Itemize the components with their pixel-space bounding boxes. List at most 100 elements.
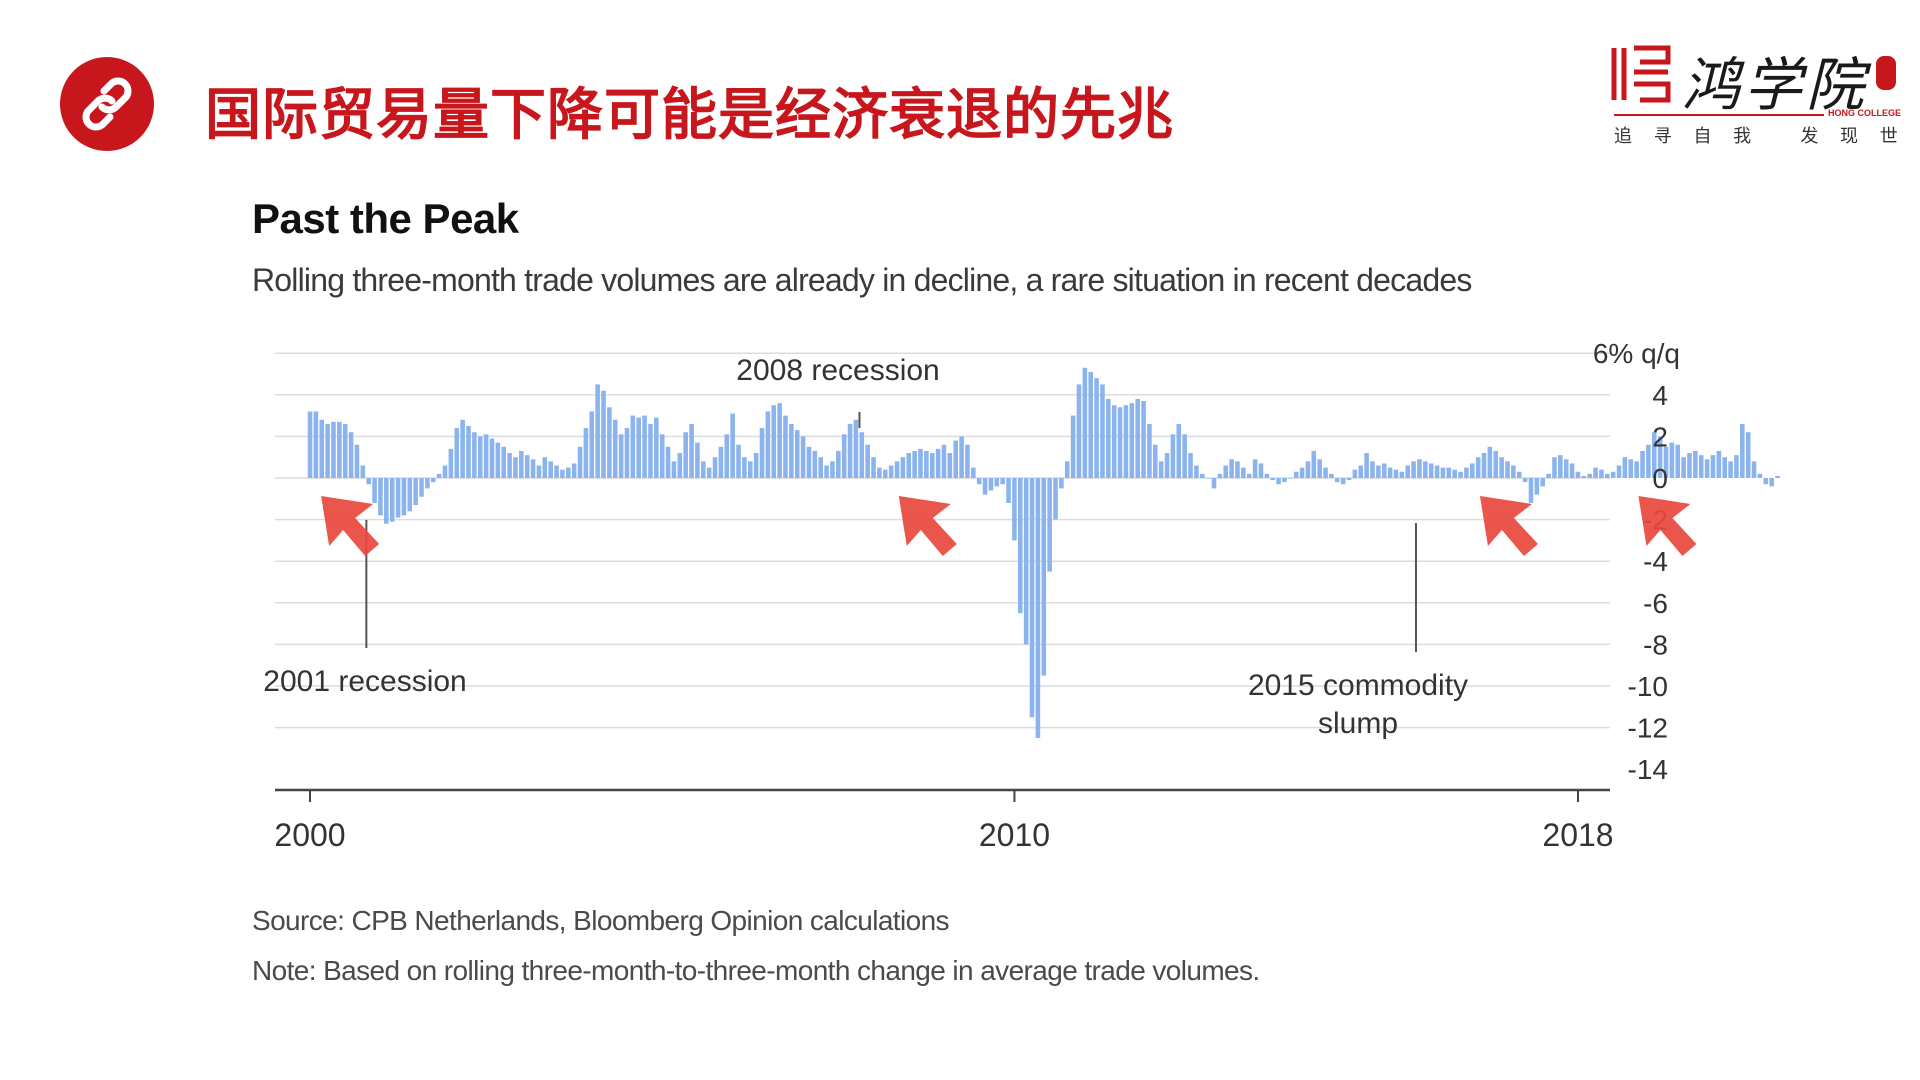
bar xyxy=(912,450,917,478)
bar xyxy=(442,465,448,478)
bar xyxy=(1446,467,1452,478)
bar xyxy=(1334,478,1340,483)
bar xyxy=(1088,371,1094,478)
bar xyxy=(1305,461,1311,478)
bar xyxy=(1358,465,1364,478)
bar xyxy=(618,434,624,478)
bar xyxy=(565,467,571,478)
bar xyxy=(1094,378,1099,478)
bar xyxy=(1669,442,1675,478)
bar xyxy=(1158,461,1164,478)
bar xyxy=(982,478,988,495)
bar xyxy=(342,423,348,478)
y-tick-label: 0 xyxy=(1652,463,1668,494)
bar xyxy=(747,461,753,478)
bar xyxy=(1640,450,1645,478)
bar xyxy=(894,461,900,478)
y-axis-label: 6% q/q xyxy=(1593,338,1680,369)
bar xyxy=(1381,463,1387,478)
link-badge xyxy=(60,57,154,151)
bar xyxy=(1405,465,1411,478)
bar xyxy=(753,453,759,478)
annotation-2008: 2008 recession xyxy=(736,354,939,387)
y-tick-label: -10 xyxy=(1628,671,1668,702)
bar xyxy=(1763,478,1769,485)
bar xyxy=(806,446,812,478)
bar xyxy=(337,421,342,478)
bar xyxy=(812,450,818,478)
bar xyxy=(1053,478,1058,520)
link-icon xyxy=(82,77,132,131)
bar xyxy=(325,423,330,478)
bar xyxy=(348,432,354,478)
x-tick-label: 2000 xyxy=(274,817,345,853)
y-tick-label: -12 xyxy=(1628,713,1668,744)
bar xyxy=(1311,450,1317,478)
bar xyxy=(1487,446,1493,478)
bar xyxy=(1587,473,1592,478)
bar xyxy=(1170,434,1176,478)
bar xyxy=(677,453,683,478)
bar xyxy=(1329,473,1334,478)
bar xyxy=(1282,478,1287,483)
bar xyxy=(695,442,700,478)
bar xyxy=(1593,467,1598,478)
bar xyxy=(542,457,548,478)
bar xyxy=(1722,457,1727,478)
bar xyxy=(765,411,771,478)
bar xyxy=(706,467,712,478)
bar xyxy=(1376,465,1381,478)
bar xyxy=(307,411,313,478)
bar xyxy=(1264,473,1270,478)
brand-name: 鸿学院 xyxy=(1682,51,1869,119)
bar xyxy=(783,415,788,478)
bar xyxy=(530,459,536,478)
bar xyxy=(1252,459,1258,478)
bar xyxy=(360,465,366,478)
bar xyxy=(1035,478,1041,738)
bar xyxy=(1757,473,1763,478)
bar xyxy=(1675,444,1681,478)
bar xyxy=(659,434,665,478)
bar xyxy=(1458,471,1463,478)
bar xyxy=(1657,436,1663,478)
bar xyxy=(888,465,894,478)
bar xyxy=(824,465,829,478)
bar xyxy=(313,411,319,478)
bar xyxy=(1411,461,1416,478)
bar xyxy=(513,457,518,478)
bar xyxy=(1299,467,1305,478)
bar xyxy=(965,444,970,478)
bar xyxy=(1364,453,1369,478)
bar xyxy=(971,467,976,478)
bar xyxy=(1288,478,1293,479)
bar xyxy=(495,442,501,478)
bar xyxy=(1599,469,1604,478)
bar xyxy=(830,461,835,478)
bar xyxy=(519,450,524,478)
bar xyxy=(1751,461,1757,478)
bar xyxy=(871,457,876,478)
bar xyxy=(712,457,718,478)
chart-source: Source: CPB Netherlands, Bloomberg Opini… xyxy=(252,905,950,936)
bar xyxy=(1100,384,1105,478)
bar xyxy=(947,453,953,478)
bar xyxy=(401,478,407,516)
bar xyxy=(1017,478,1023,614)
bar xyxy=(1710,455,1716,478)
bar xyxy=(636,417,642,478)
annotation-2001: 2001 recession xyxy=(263,665,466,698)
bar xyxy=(1188,453,1193,478)
highlight-arrow xyxy=(321,496,380,556)
gridlines xyxy=(275,352,1610,729)
bar xyxy=(366,478,371,485)
bar xyxy=(1211,478,1217,489)
bar xyxy=(536,465,542,478)
bar xyxy=(1534,478,1540,495)
bar xyxy=(689,423,694,478)
bar xyxy=(924,450,929,478)
bar xyxy=(1047,478,1052,572)
bar xyxy=(959,436,964,478)
annotation-2015: 2015 commodity xyxy=(1248,669,1468,702)
